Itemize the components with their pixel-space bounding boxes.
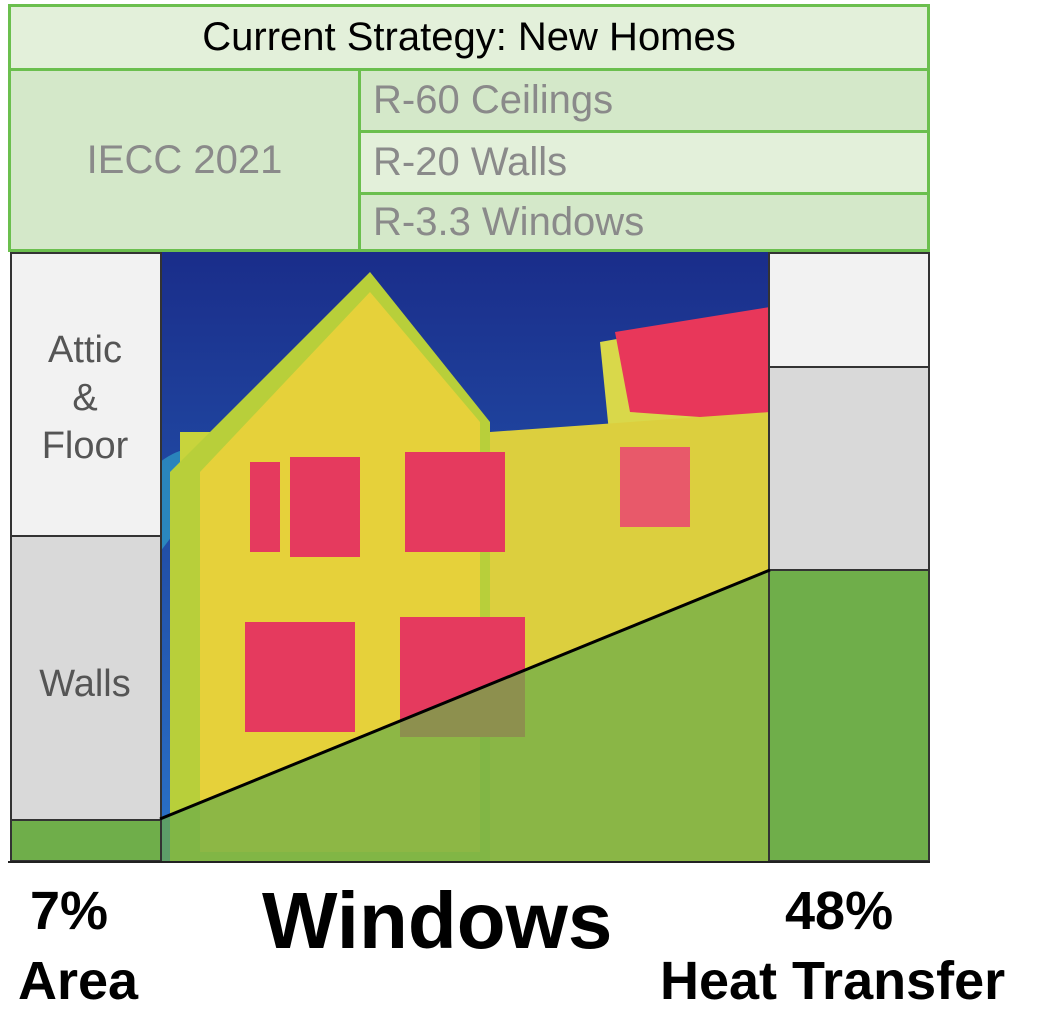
- heat-windows-segment: [768, 570, 930, 862]
- strategy-table: Current Strategy: New Homes IECC 2021 R-…: [8, 4, 930, 252]
- area-walls-segment: [10, 536, 162, 820]
- area-percent: 7%: [30, 881, 109, 941]
- heat-percent: 48%: [785, 881, 894, 941]
- heat-attic-segment: [768, 252, 930, 367]
- heat-walls-segment: [768, 367, 930, 570]
- heat-transfer-label: Heat Transfer: [660, 951, 1006, 1011]
- walls-label: Walls: [39, 663, 131, 705]
- area-windows-segment: [10, 820, 162, 862]
- area-attic-floor-segment: [10, 252, 162, 536]
- windows-row: R-3.3 Windows: [361, 195, 927, 249]
- area-label: Area: [18, 951, 139, 1011]
- code-label: IECC 2021: [11, 71, 361, 249]
- table-title: Current Strategy: New Homes: [11, 7, 927, 71]
- thermal-house-image: [160, 252, 770, 862]
- attic-floor-label: Attic & Floor: [41, 329, 129, 467]
- ceilings-row: R-60 Ceilings: [361, 71, 927, 133]
- walls-row: R-20 Walls: [361, 133, 927, 195]
- windows-heading: Windows: [262, 876, 613, 965]
